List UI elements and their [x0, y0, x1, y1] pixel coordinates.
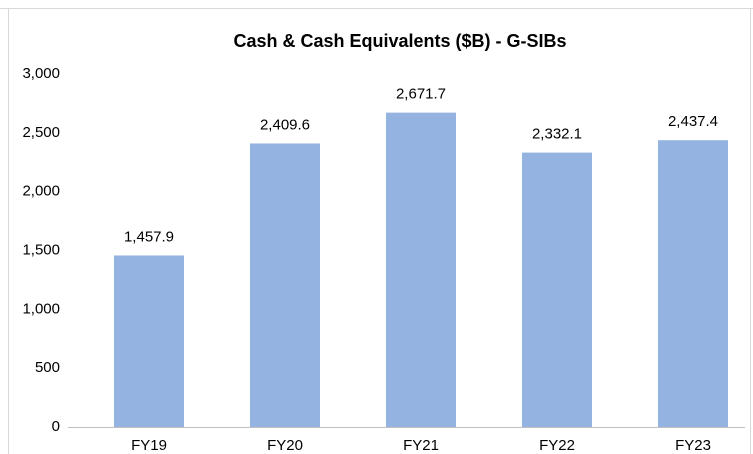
- value-label: 2,671.7: [396, 86, 446, 103]
- bar: [114, 255, 184, 427]
- y-tick-label: 2,500: [22, 124, 60, 141]
- value-label: 2,437.4: [668, 113, 718, 130]
- bar: [522, 152, 592, 427]
- bar: [658, 140, 728, 427]
- y-tick-label: 1,000: [22, 300, 60, 317]
- y-tick-label: 500: [35, 359, 60, 376]
- y-tick-label: 3,000: [22, 65, 60, 82]
- x-tick-label: FY21: [403, 437, 439, 454]
- x-tick-label: FY22: [539, 437, 575, 454]
- x-tick-label: FY20: [267, 437, 303, 454]
- y-tick-label: 0: [52, 418, 60, 435]
- bar: [250, 143, 320, 427]
- x-tick-label: FY19: [131, 437, 167, 454]
- value-label: 2,409.6: [260, 116, 310, 133]
- bar: [386, 112, 456, 427]
- y-tick-label: 2,000: [22, 183, 60, 200]
- value-label: 1,457.9: [124, 228, 174, 245]
- y-tick-label: 1,500: [22, 241, 60, 258]
- x-tick-label: FY23: [675, 437, 711, 454]
- value-label: 2,332.1: [532, 126, 582, 143]
- chart-title: Cash & Cash Equivalents ($B) - G-SIBs: [233, 31, 566, 51]
